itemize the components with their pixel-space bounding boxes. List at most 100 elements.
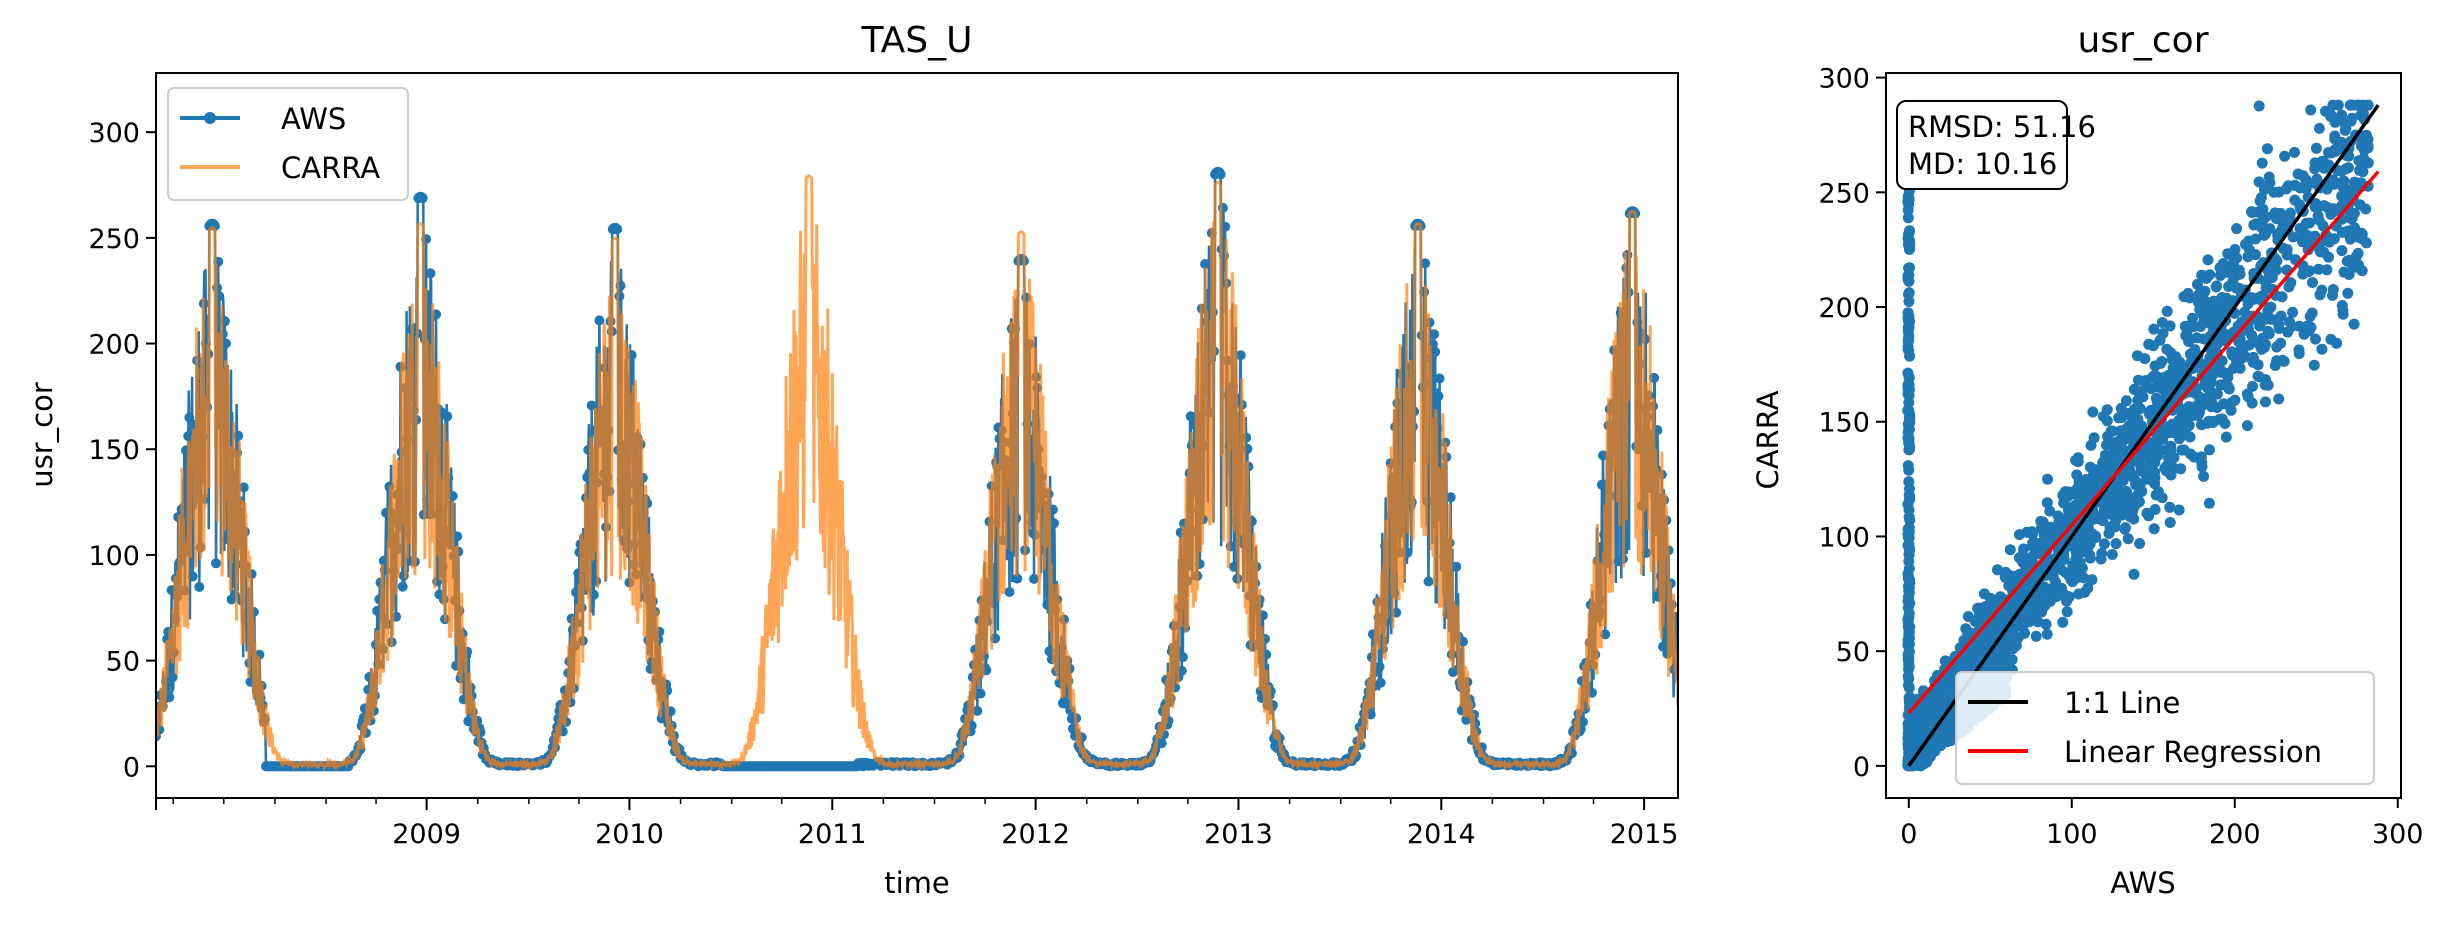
aws-marker <box>1429 329 1440 340</box>
timeseries-y-tick-label: 100 <box>88 541 140 572</box>
scatter-point <box>2353 259 2365 271</box>
aws-marker <box>452 531 463 542</box>
scatter-point <box>2087 406 2099 418</box>
scatter-point <box>2345 213 2357 225</box>
scatter-point <box>2126 468 2138 480</box>
scatter-point <box>2360 129 2372 141</box>
scatter-point <box>2145 383 2157 395</box>
scatter-point <box>2079 586 2091 598</box>
scatter-point <box>1902 602 1914 614</box>
scatter-point <box>2210 281 2222 293</box>
scatter-point <box>1903 629 1915 641</box>
scatter-point <box>2201 307 2213 319</box>
scatter-point <box>2178 444 2190 456</box>
scatter-point <box>2220 431 2232 443</box>
scatter-point <box>2294 182 2306 194</box>
timeseries-y-tick-label: 150 <box>88 435 140 466</box>
scatter-point <box>2087 481 2099 493</box>
scatter-point <box>2310 333 2321 345</box>
scatter-point <box>2282 326 2294 338</box>
scatter-point <box>2127 493 2139 504</box>
scatter-point <box>1904 225 1915 237</box>
scatter-point <box>2262 325 2274 337</box>
scatter-point <box>2325 208 2337 220</box>
scatter-point <box>2097 471 2109 483</box>
scatter-point <box>1902 307 1914 319</box>
scatter-point <box>2336 109 2348 121</box>
scatter-point <box>2006 630 2018 642</box>
scatter-point <box>2255 290 2267 302</box>
scatter-point <box>2325 333 2337 345</box>
scatter-point <box>2041 628 2053 640</box>
scatter-point <box>1978 635 1990 647</box>
aws-marker <box>183 431 194 442</box>
scatter-point <box>2015 592 2027 604</box>
timeseries-y-tick-label: 200 <box>88 330 140 361</box>
aws-marker <box>425 268 436 279</box>
scatter-point <box>2208 295 2220 307</box>
scatter-point <box>2149 360 2161 372</box>
timeseries-y-tick-label: 300 <box>88 118 140 149</box>
scatter-point <box>2262 143 2273 155</box>
scatter-point <box>2199 285 2211 297</box>
scatter-point <box>2362 99 2374 111</box>
scatter-point <box>2073 479 2085 491</box>
aws-marker <box>591 576 602 586</box>
scatter-point <box>2219 418 2231 429</box>
scatter-point <box>2252 370 2264 382</box>
scatter-point <box>2250 218 2262 230</box>
aws-marker <box>194 582 205 592</box>
scatter-point <box>2101 404 2113 416</box>
aws-marker <box>184 412 195 423</box>
legend-aws-label: AWS <box>281 102 346 136</box>
scatter-point <box>2242 391 2254 403</box>
scatter-point <box>2240 238 2251 250</box>
scatter-point <box>1903 571 1914 583</box>
aws-marker <box>397 581 408 592</box>
scatter-point <box>2192 278 2203 290</box>
aws-marker <box>1451 561 1462 572</box>
carra-series-line <box>156 174 1678 772</box>
scatter-point <box>2013 571 2025 583</box>
scatter-point <box>2105 425 2117 437</box>
scatter-point <box>2141 473 2153 485</box>
scatter-point <box>1904 494 1916 506</box>
scatter-point <box>1903 431 1914 443</box>
aws-marker <box>1049 518 1059 529</box>
aws-marker <box>972 705 983 716</box>
scatter-point <box>1921 719 1933 731</box>
scatter-point <box>2184 292 2196 304</box>
scatter-point <box>2268 186 2280 198</box>
aws-marker <box>614 291 625 302</box>
scatter-point <box>2150 489 2162 501</box>
scatter-point <box>2175 463 2187 475</box>
scatter-point <box>2042 473 2054 485</box>
scatter-point <box>1902 333 1914 345</box>
timeseries-y-ticks: 0 50 100 150 200 250 300 <box>88 118 156 783</box>
scatter-point <box>1903 262 1915 274</box>
scatter-point <box>2110 538 2122 550</box>
scatter-point <box>2275 207 2286 219</box>
scatter-point <box>2173 504 2185 516</box>
scatter-point <box>2355 163 2367 175</box>
scatter-point <box>2184 320 2196 331</box>
scatter-point <box>2106 549 2118 560</box>
scatter-point <box>2233 264 2245 276</box>
scatter-point <box>2160 461 2172 472</box>
scatter-point <box>1902 591 1914 603</box>
scatter-point <box>2355 109 2367 121</box>
scatter-point <box>1999 641 2011 653</box>
scatter-point <box>2071 469 2083 481</box>
scatter-point <box>2151 396 2163 408</box>
scatter-point <box>2314 289 2326 301</box>
scatter-point <box>1903 647 1915 659</box>
scatter-point <box>2264 223 2276 235</box>
scatter-y-tick-label: 300 <box>1818 64 1870 95</box>
scatter-plot-area <box>1902 99 2374 772</box>
aws-marker <box>1598 450 1608 461</box>
scatter-point <box>2040 618 2052 630</box>
scatter-point <box>1903 192 1915 204</box>
scatter-point <box>2336 190 2348 202</box>
scatter-point <box>2038 581 2050 593</box>
aws-series-line <box>156 170 1678 771</box>
